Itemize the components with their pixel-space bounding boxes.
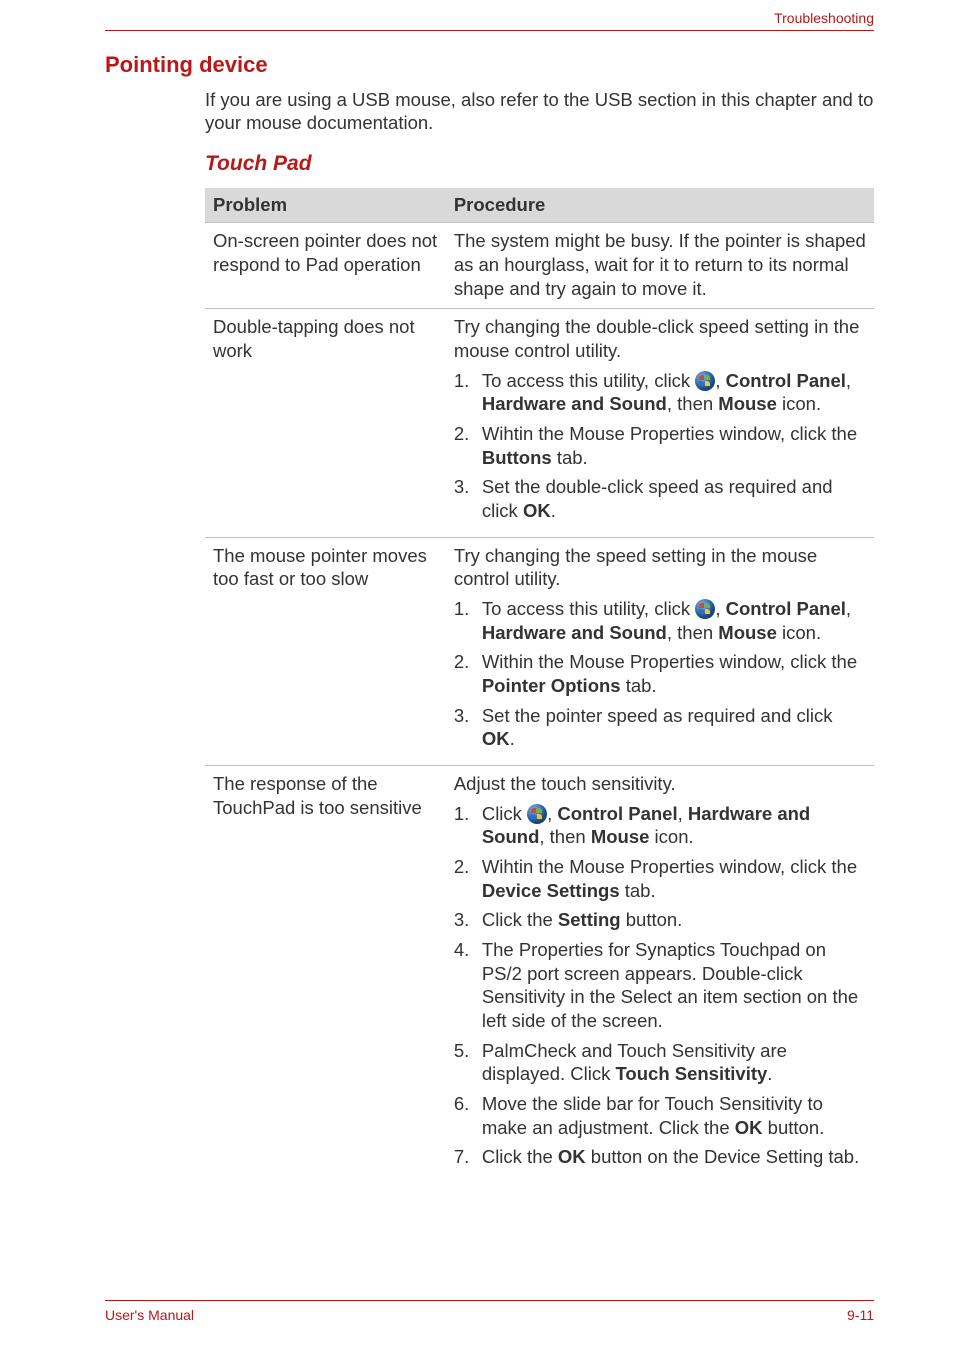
procedure-lead: Adjust the touch sensitivity. — [454, 773, 676, 794]
step-text: , — [715, 370, 725, 391]
step-text: tab. — [621, 675, 657, 696]
list-item: Wihtin the Mouse Properties window, clic… — [454, 422, 868, 469]
step-text: button. — [621, 909, 683, 930]
step-text: To access this utility, click — [482, 598, 696, 619]
step-bold: Mouse — [718, 393, 777, 414]
start-icon — [695, 599, 715, 619]
troubleshoot-table: Problem Procedure On-screen pointer does… — [205, 188, 874, 1183]
list-item: The Properties for Synaptics Touchpad on… — [454, 938, 868, 1033]
step-bold: Hardware and Sound — [482, 622, 667, 643]
list-item: To access this utility, click , Control … — [454, 369, 868, 416]
table-header-row: Problem Procedure — [205, 188, 874, 223]
step-bold: OK — [482, 728, 510, 749]
problem-cell: Double-tapping does not work — [205, 309, 446, 537]
intro-paragraph: If you are using a USB mouse, also refer… — [205, 88, 874, 134]
step-bold: Setting — [558, 909, 621, 930]
steps-list: To access this utility, click , Control … — [454, 369, 868, 523]
table-row: The mouse pointer moves too fast or too … — [205, 537, 874, 765]
problem-cell: The mouse pointer moves too fast or too … — [205, 537, 446, 765]
steps-list: To access this utility, click , Control … — [454, 597, 868, 751]
step-bold: Control Panel — [726, 598, 846, 619]
procedure-cell: Adjust the touch sensitivity. Click , Co… — [446, 766, 874, 1184]
step-text: , — [846, 598, 851, 619]
heading-touch-pad: Touch Pad — [205, 152, 874, 176]
start-icon — [527, 804, 547, 824]
step-bold: Pointer Options — [482, 675, 621, 696]
header-rule — [105, 30, 874, 31]
procedure-lead: Try changing the double-click speed sett… — [454, 316, 860, 361]
step-text: , then — [667, 622, 718, 643]
list-item: Wihtin the Mouse Properties window, clic… — [454, 855, 868, 902]
steps-list: Click , Control Panel, Hardware and Soun… — [454, 802, 868, 1169]
step-bold: Mouse — [591, 826, 650, 847]
step-text: Click — [482, 803, 527, 824]
list-item: Within the Mouse Properties window, clic… — [454, 650, 868, 697]
step-text: Wihtin the Mouse Properties window, clic… — [482, 423, 857, 444]
list-item: Move the slide bar for Touch Sensitivity… — [454, 1092, 868, 1139]
step-text: button. — [763, 1117, 825, 1138]
table-row: Double-tapping does not work Try changin… — [205, 309, 874, 537]
step-bold: OK — [558, 1146, 586, 1167]
page-footer: User's Manual 9-11 — [105, 1300, 874, 1323]
list-item: Click the OK button on the Device Settin… — [454, 1145, 868, 1169]
page-content: Pointing device If you are using a USB m… — [105, 52, 874, 1183]
procedure-lead: Try changing the speed setting in the mo… — [454, 545, 817, 590]
step-text: To access this utility, click — [482, 370, 696, 391]
heading-pointing-device: Pointing device — [105, 52, 874, 78]
procedure-cell: Try changing the double-click speed sett… — [446, 309, 874, 537]
col-problem: Problem — [205, 188, 446, 223]
step-text: Within the Mouse Properties window, clic… — [482, 651, 857, 672]
step-text: Click the — [482, 909, 558, 930]
step-text: Set the pointer speed as required and cl… — [482, 705, 833, 726]
step-bold: Device Settings — [482, 880, 620, 901]
start-icon — [695, 371, 715, 391]
step-text: icon. — [777, 622, 821, 643]
step-text: . — [767, 1063, 772, 1084]
step-text: icon. — [777, 393, 821, 414]
step-bold: Hardware and Sound — [482, 393, 667, 414]
step-text: , then — [667, 393, 718, 414]
step-bold: Buttons — [482, 447, 552, 468]
step-bold: Control Panel — [557, 803, 677, 824]
table-row: The response of the TouchPad is too sens… — [205, 766, 874, 1184]
step-text: , — [715, 598, 725, 619]
step-text: button on the Device Setting tab. — [586, 1146, 860, 1167]
table-row: On-screen pointer does not respond to Pa… — [205, 223, 874, 309]
list-item: Click , Control Panel, Hardware and Soun… — [454, 802, 868, 849]
step-text: Wihtin the Mouse Properties window, clic… — [482, 856, 857, 877]
col-procedure: Procedure — [446, 188, 874, 223]
problem-cell: On-screen pointer does not respond to Pa… — [205, 223, 446, 309]
footer-left: User's Manual — [105, 1307, 194, 1323]
step-text: , — [846, 370, 851, 391]
step-bold: Touch Sensitivity — [616, 1063, 768, 1084]
footer-page: 9-11 — [847, 1307, 874, 1323]
procedure-cell: The system might be busy. If the pointer… — [446, 223, 874, 309]
step-text: tab. — [620, 880, 656, 901]
step-text: icon. — [649, 826, 693, 847]
procedure-cell: Try changing the speed setting in the mo… — [446, 537, 874, 765]
list-item: Click the Setting button. — [454, 908, 868, 932]
step-text: . — [551, 500, 556, 521]
list-item: To access this utility, click , Control … — [454, 597, 868, 644]
step-bold: Mouse — [718, 622, 777, 643]
step-bold: OK — [735, 1117, 763, 1138]
list-item: PalmCheck and Touch Sensitivity are disp… — [454, 1039, 868, 1086]
step-bold: OK — [523, 500, 551, 521]
step-text: . — [510, 728, 515, 749]
step-text: Click the — [482, 1146, 558, 1167]
step-text: , then — [539, 826, 590, 847]
step-bold: Control Panel — [726, 370, 846, 391]
step-text: , — [678, 803, 688, 824]
step-text: tab. — [552, 447, 588, 468]
list-item: Set the pointer speed as required and cl… — [454, 704, 868, 751]
header-section-label: Troubleshooting — [774, 10, 874, 26]
problem-cell: The response of the TouchPad is too sens… — [205, 766, 446, 1184]
list-item: Set the double-click speed as required a… — [454, 475, 868, 522]
step-text: , — [547, 803, 557, 824]
